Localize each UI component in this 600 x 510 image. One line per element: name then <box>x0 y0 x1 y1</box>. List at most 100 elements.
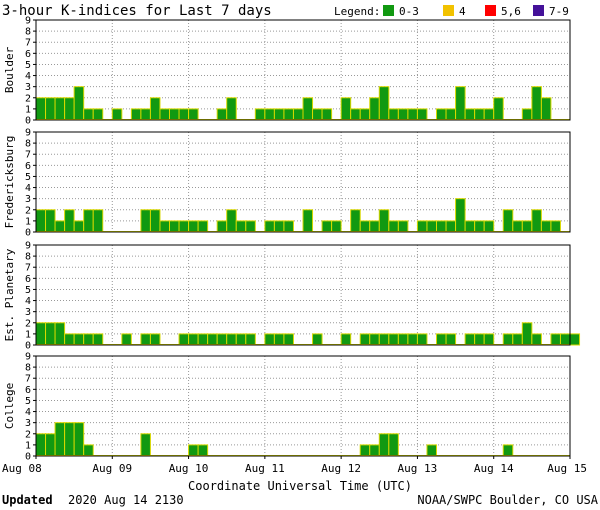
k-index-bar <box>483 108 495 121</box>
x-tick-label: Aug 13 <box>398 462 438 475</box>
legend-swatch <box>443 5 454 16</box>
k-index-bar <box>378 433 390 457</box>
k-index-bar <box>312 333 323 346</box>
legend-swatch <box>383 5 394 16</box>
k-index-bar <box>216 220 228 233</box>
x-tick-label: Aug 14 <box>474 462 514 475</box>
k-index-bar <box>73 86 85 121</box>
y-tick-label: 0 <box>25 452 31 463</box>
updated-value: 2020 Aug 14 2130 <box>68 493 184 507</box>
k-index-bar <box>292 108 304 121</box>
y-tick-label: 0 <box>25 116 31 127</box>
k-index-bar <box>140 333 151 346</box>
panel-label: Boulder <box>3 46 16 93</box>
y-tick-label: 6 <box>25 161 31 172</box>
y-tick-label: 1 <box>25 104 31 115</box>
x-tick-label: Aug 10 <box>169 462 209 475</box>
k-index-bar <box>54 422 66 457</box>
x-tick-label: Aug 08 <box>2 462 42 475</box>
k-index-bar <box>64 422 75 457</box>
k-index-bar <box>216 108 228 121</box>
k-index-bar <box>550 333 561 346</box>
k-index-bar <box>264 333 275 346</box>
k-index-bar <box>378 209 390 233</box>
k-index-bar <box>436 333 447 346</box>
k-index-bar <box>178 108 190 121</box>
y-tick-label: 8 <box>25 27 31 38</box>
credit-text: NOAA/SWPC Boulder, CO USA <box>417 493 598 507</box>
k-index-bar <box>169 108 180 121</box>
k-index-bar <box>283 108 294 121</box>
k-index-bar <box>226 333 237 346</box>
k-index-bar <box>197 444 209 457</box>
legend-label: Legend: <box>334 5 380 18</box>
k-index-bar <box>397 220 409 233</box>
k-index-bar <box>226 209 237 233</box>
y-tick-label: 4 <box>25 71 31 82</box>
k-index-bar <box>283 220 294 233</box>
panel-frame <box>35 131 571 233</box>
y-tick-label: 2 <box>25 205 31 216</box>
y-tick-label: 3 <box>25 194 31 205</box>
y-tick-label: 6 <box>25 385 31 396</box>
k-index-bar <box>359 220 371 233</box>
k-index-bar <box>45 209 56 233</box>
k-index-bar <box>73 333 85 346</box>
k-index-bar <box>302 209 314 233</box>
x-tick-label: Aug 09 <box>92 462 132 475</box>
k-index-bar <box>502 333 514 346</box>
k-index-bar <box>140 108 151 121</box>
k-index-bar <box>369 97 380 121</box>
k-index-bar <box>369 220 380 233</box>
y-tick-label: 8 <box>25 363 31 374</box>
k-index-bar <box>149 209 161 233</box>
k-index-bar <box>426 220 437 233</box>
k-index-bar <box>464 220 476 233</box>
y-tick-label: 5 <box>25 172 31 183</box>
k-index-bar <box>521 108 533 121</box>
y-tick-label: 8 <box>25 139 31 150</box>
k-index-bar <box>502 444 514 457</box>
y-tick-label: 6 <box>25 49 31 60</box>
panel-label: Est. Planetary <box>3 248 16 341</box>
k-index-bar <box>455 86 466 121</box>
k-index-bar <box>35 209 47 233</box>
x-tick-label: Aug 15 <box>547 462 587 475</box>
k-index-bar <box>178 333 190 346</box>
k-index-bar <box>350 108 361 121</box>
k-index-bar <box>245 333 256 346</box>
k-index-bar <box>445 333 457 346</box>
k-index-bar <box>531 209 542 233</box>
k-index-bar <box>83 108 94 121</box>
y-tick-label: 1 <box>25 216 31 227</box>
k-index-bar <box>378 333 390 346</box>
k-index-bar <box>493 97 504 121</box>
k-index-bar <box>388 108 399 121</box>
k-index-bar <box>54 322 66 346</box>
y-tick-label: 7 <box>25 150 31 161</box>
k-index-bar <box>416 108 428 121</box>
y-tick-label: 9 <box>25 241 31 252</box>
k-index-bar <box>35 322 47 346</box>
k-index-bar <box>45 97 56 121</box>
k-index-bar <box>369 333 380 346</box>
panel-frame <box>35 355 571 457</box>
y-tick-label: 4 <box>25 183 31 194</box>
legend-swatch <box>485 5 496 16</box>
y-tick-label: 4 <box>25 296 31 307</box>
legend-entry: 5,6 <box>501 5 521 18</box>
k-index-bar <box>512 220 523 233</box>
k-index-bar <box>445 108 457 121</box>
panel-label: College <box>3 383 16 429</box>
k-index-bar <box>92 209 104 233</box>
k-index-bar <box>45 433 56 457</box>
k-index-bar <box>512 333 523 346</box>
k-index-bar <box>264 108 275 121</box>
k-index-bar <box>45 322 56 346</box>
legend-entry: 0-3 <box>399 5 419 18</box>
k-index-bar <box>64 97 75 121</box>
k-index-bar <box>235 333 247 346</box>
k-index-bar <box>445 220 457 233</box>
x-tick-label: Aug 12 <box>321 462 361 475</box>
